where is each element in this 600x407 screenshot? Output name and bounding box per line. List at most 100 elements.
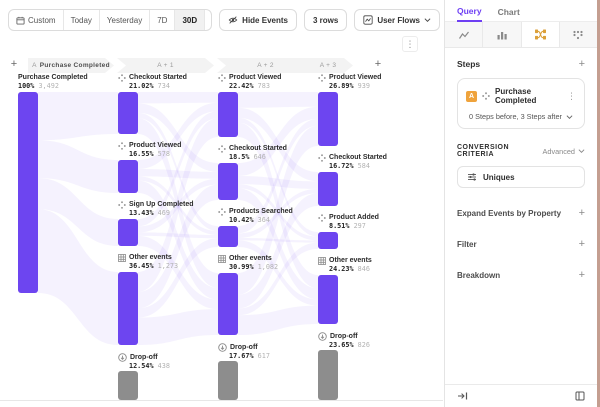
flow-node-bar[interactable] xyxy=(18,92,38,293)
add-filter-button[interactable]: + xyxy=(578,238,585,250)
advanced-label: Advanced xyxy=(542,146,575,156)
tab-query[interactable]: Query xyxy=(457,6,482,22)
flow-node-name: Product Viewed xyxy=(318,74,414,82)
flow-node-label[interactable]: Other events 30.99% 1,082 xyxy=(218,255,314,272)
flow-node-label[interactable]: Checkout Started 18.5% 646 xyxy=(218,145,314,162)
flow-node-bar[interactable] xyxy=(118,272,138,345)
flow-node-label[interactable]: Products Searched 10.42% 364 xyxy=(218,208,314,225)
add-breakdown-button[interactable]: + xyxy=(578,269,585,281)
flow-node-name: Other events xyxy=(218,255,314,263)
notebook-panel-icon[interactable] xyxy=(575,391,585,401)
flow-node-value: 22.42% 783 xyxy=(229,82,270,90)
dropoff-bar[interactable] xyxy=(118,371,138,400)
flow-node-name: Purchase Completed xyxy=(18,74,88,81)
flow-node-bar[interactable] xyxy=(118,92,138,134)
counting-mode-label: Uniques xyxy=(483,172,515,182)
tab-line-chart[interactable] xyxy=(445,22,484,47)
step-card[interactable]: A Purchase Completed ⋮ 0 Steps before, 3… xyxy=(457,78,585,129)
flow-node-bar[interactable] xyxy=(318,275,338,324)
flow-column-header-3[interactable]: A + 3 xyxy=(303,58,353,73)
flow-ribbon xyxy=(138,184,218,309)
flow-node-bar[interactable] xyxy=(318,92,338,146)
view-selector-button[interactable]: User Flows xyxy=(354,9,440,31)
flow-node-bar[interactable] xyxy=(318,172,338,206)
advanced-dropdown[interactable]: Advanced xyxy=(543,147,585,156)
tab-journeys[interactable] xyxy=(559,22,597,47)
date-range-7d[interactable]: 7D xyxy=(150,10,176,30)
flow-node-bar[interactable] xyxy=(118,219,138,246)
flow-node-label[interactable]: Other events 36.45% 1,273 xyxy=(118,254,214,271)
flow-node-bar[interactable] xyxy=(318,232,338,249)
flow-ribbon xyxy=(138,111,218,227)
dropoff-bar[interactable] xyxy=(318,350,338,400)
add-step-before-button[interactable]: + xyxy=(10,58,18,70)
chart-bottom-divider xyxy=(0,400,443,401)
flow-node-bar[interactable] xyxy=(118,160,138,193)
flow-node-label[interactable]: Purchase Completed 100% 3,492 xyxy=(18,74,114,91)
flow-node-name: Products Searched xyxy=(218,208,314,216)
chart-toolbar: CustomTodayYesterday7D30D3M6M12MXTD Hide… xyxy=(0,0,444,31)
flow-node-bar[interactable] xyxy=(218,163,238,200)
expand-events-section[interactable]: Expand Events by Property + xyxy=(457,207,585,219)
date-range-30d[interactable]: 30D xyxy=(175,10,206,30)
user-flows-icon xyxy=(534,29,546,40)
event-icon xyxy=(118,142,126,150)
flow-ribbon xyxy=(138,180,218,300)
flow-node-label[interactable]: Product Viewed 16.55% 578 xyxy=(118,142,214,159)
flow-node-label[interactable]: Drop-off 12.54% 438 xyxy=(118,353,214,371)
flow-column-header-1[interactable]: A + 1 xyxy=(117,58,214,73)
flow-node-label[interactable]: Drop-off 17.67% 617 xyxy=(218,343,314,361)
sidebar-content: Steps + A Purchase Completed ⋮ 0 Steps b… xyxy=(445,48,597,281)
flow-ribbon xyxy=(238,117,318,237)
step-options-button[interactable]: ⋮ xyxy=(567,90,576,101)
filter-section[interactable]: Filter + xyxy=(457,238,585,250)
eye-off-icon xyxy=(228,16,238,24)
flow-node-name: Checkout Started xyxy=(218,145,314,153)
flow-node-label[interactable]: Other events 24.23% 846 xyxy=(318,257,414,274)
flow-column-header-2[interactable]: A + 2 xyxy=(217,58,314,73)
add-expand-property-button[interactable]: + xyxy=(578,207,585,219)
collapse-panel-icon[interactable] xyxy=(457,391,468,401)
flow-node-label[interactable]: Sign Up Completed 13.43% 469 xyxy=(118,201,214,218)
date-range-yesterday[interactable]: Yesterday xyxy=(100,10,151,30)
steps-range-dropdown[interactable]: 0 Steps before, 3 Steps after xyxy=(466,112,576,121)
tab-user-flows[interactable] xyxy=(521,22,560,47)
flow-ribbon xyxy=(238,122,318,289)
flow-ribbon xyxy=(238,107,318,182)
hide-events-button[interactable]: Hide Events xyxy=(219,9,297,31)
flow-node-value: 12.54% 438 xyxy=(129,362,170,370)
flow-column-header-0[interactable]: A Purchase Completed xyxy=(28,58,114,73)
flow-chart-panel: CustomTodayYesterday7D30D3M6M12MXTD Hide… xyxy=(0,0,444,401)
chevron-down-icon xyxy=(424,18,431,22)
flow-node-bar[interactable] xyxy=(218,226,238,247)
dropoff-bar[interactable] xyxy=(218,361,238,400)
flow-ribbon xyxy=(138,118,218,292)
tab-chart[interactable]: Chart xyxy=(497,7,520,17)
flow-node-label[interactable]: Checkout Started 16.72% 584 xyxy=(318,154,414,171)
flow-node-value: 16.55% 578 xyxy=(129,150,170,158)
flow-ribbon xyxy=(238,238,318,243)
date-range-control: CustomTodayYesterday7D30D3M6M12MXTD xyxy=(8,9,213,31)
flow-node-value: 17.67% 617 xyxy=(229,352,270,360)
event-icon xyxy=(318,74,326,82)
date-range-today[interactable]: Today xyxy=(64,10,100,30)
flow-node-label[interactable]: Product Viewed 26.89% 939 xyxy=(318,74,414,91)
rows-button[interactable]: 3 rows xyxy=(303,9,348,31)
breakdown-section[interactable]: Breakdown + xyxy=(457,269,585,281)
flow-node-value: 36.45% 1,273 xyxy=(129,262,179,270)
flow-node-value: 23.65% 826 xyxy=(329,341,370,349)
flow-ribbon xyxy=(138,232,218,239)
flow-node-label[interactable]: Product Viewed 22.42% 783 xyxy=(218,74,314,91)
flow-node-label[interactable]: Product Added 8.51% 297 xyxy=(318,214,414,231)
flow-node-label[interactable]: Drop-off 23.65% 826 xyxy=(318,332,414,350)
flow-node-label[interactable]: Checkout Started 21.02% 734 xyxy=(118,74,214,91)
flow-node-bar[interactable] xyxy=(218,273,238,335)
flow-node-bar[interactable] xyxy=(218,92,238,137)
add-step-after-button[interactable]: + xyxy=(374,58,382,70)
chart-more-options-button[interactable]: ⋮ xyxy=(402,36,418,52)
counting-mode-button[interactable]: Uniques xyxy=(457,166,585,188)
tab-bar-chart[interactable] xyxy=(483,22,522,47)
date-range-custom[interactable]: Custom xyxy=(9,10,64,30)
add-step-button[interactable]: + xyxy=(578,58,585,70)
flow-ribbon xyxy=(238,193,318,309)
